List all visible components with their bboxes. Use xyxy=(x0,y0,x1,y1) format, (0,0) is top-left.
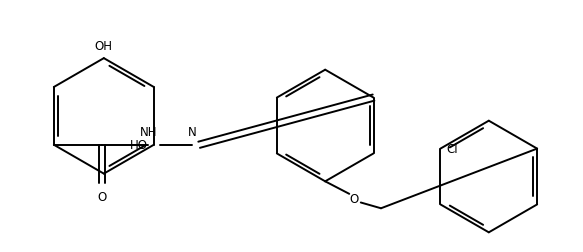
Text: NH: NH xyxy=(139,125,157,138)
Text: O: O xyxy=(349,192,359,205)
Text: OH: OH xyxy=(95,40,113,53)
Text: HO: HO xyxy=(130,139,148,152)
Text: O: O xyxy=(97,190,107,203)
Text: Cl: Cl xyxy=(446,143,458,155)
Text: N: N xyxy=(188,125,197,138)
